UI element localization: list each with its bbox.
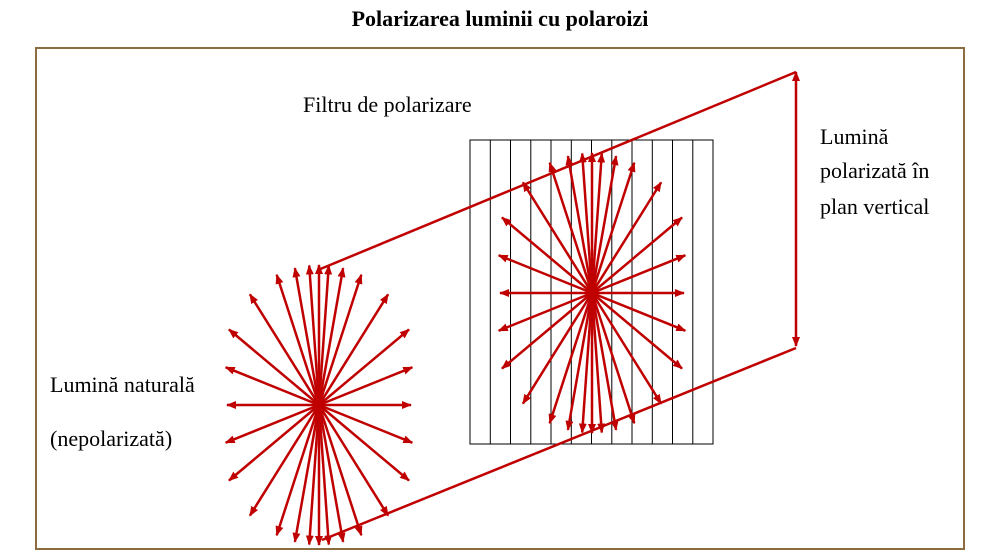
ray-arrow: [228, 328, 320, 406]
polarized-label-line2: polarizată în: [820, 158, 930, 183]
polarized-label-line1: Lumină: [820, 124, 889, 149]
polarized-label-line3: plan vertical: [820, 194, 930, 219]
ray-arrow: [578, 152, 594, 294]
ray-arrow: [591, 292, 683, 370]
ray-arrow: [590, 292, 663, 405]
ray-arrow: [590, 155, 619, 294]
ray-arrow: [590, 161, 636, 294]
ray-arrow: [318, 403, 414, 444]
ray-arrow: [317, 264, 333, 406]
ray-arrow: [578, 292, 594, 434]
ray-arrow: [318, 404, 410, 482]
ray-arrow: [591, 216, 683, 294]
natural-label-line1: Lumină naturală: [50, 372, 195, 397]
ray-arrow: [317, 404, 333, 546]
natural-light-star: [224, 264, 414, 546]
ray-arrow: [318, 328, 410, 406]
ray-arrow: [318, 366, 414, 407]
ray-arrow: [224, 366, 320, 407]
ray-arrow: [317, 293, 390, 406]
natural-label-line2: (nepolarizată): [50, 426, 173, 451]
ray-arrow: [305, 264, 321, 406]
ray-arrow: [521, 292, 594, 405]
ray-arrow: [548, 292, 594, 425]
ray-arrow: [501, 216, 593, 294]
ray-arrow: [497, 291, 593, 332]
ray-arrow: [224, 403, 320, 444]
ray-arrow: [590, 292, 606, 434]
ray-arrow: [248, 404, 321, 517]
ray-arrow: [590, 152, 606, 294]
ray-arrow: [501, 292, 593, 370]
ray-arrow: [292, 267, 321, 406]
ray-arrow: [317, 404, 346, 543]
ray-arrow: [317, 404, 363, 537]
filter-light-star: [497, 152, 687, 434]
light-beam-outline: [317, 70, 797, 542]
beam-bottom-edge: [321, 346, 797, 542]
ray-arrow: [565, 292, 594, 431]
filter-label: Filtru de polarizare: [303, 92, 472, 117]
ray-arrow: [590, 181, 663, 294]
ray-arrow: [565, 155, 594, 294]
ray-arrow: [521, 181, 594, 294]
ray-arrow: [317, 273, 363, 406]
ray-arrow: [317, 404, 390, 517]
ray-arrow: [248, 293, 321, 406]
ray-arrow: [228, 404, 320, 482]
diagram-title: Polarizarea luminii cu polaroizi: [351, 6, 649, 31]
ray-arrow: [497, 254, 593, 295]
diagram-frame: [35, 47, 965, 550]
ray-arrow: [591, 254, 687, 295]
ray-arrow: [591, 291, 687, 332]
ray-arrow: [292, 404, 321, 543]
ray-arrow: [275, 404, 321, 537]
ray-arrow: [590, 292, 619, 431]
ray-arrow: [548, 161, 594, 294]
ray-arrow: [590, 292, 636, 425]
beam-top-edge: [317, 70, 797, 272]
ray-arrow: [305, 404, 321, 546]
ray-arrow: [275, 273, 321, 406]
ray-arrow: [317, 267, 346, 406]
